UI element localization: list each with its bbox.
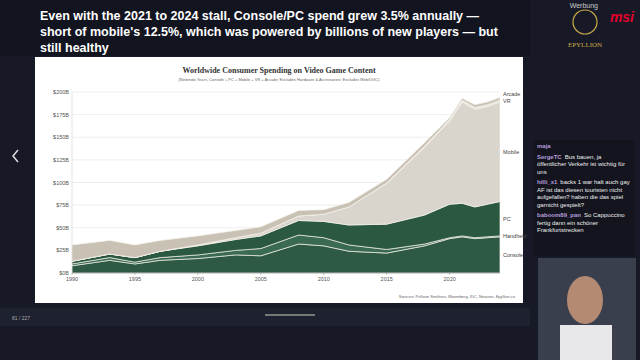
chat-message: baboom89_panSo Cappuccino fertig dann ei…: [537, 212, 631, 235]
headline-line: still healthy: [40, 41, 109, 55]
y-tick-label: $50B: [56, 225, 69, 231]
y-tick-label: $150B: [53, 134, 69, 140]
x-tick-label: 1995: [129, 276, 141, 282]
x-tick-label: 2005: [255, 276, 267, 282]
series-label: VR: [503, 98, 511, 104]
headline-line: short of mobile's 12.5%, which was power…: [40, 25, 501, 39]
y-tick-label: $25B: [56, 247, 69, 253]
x-tick-label: 2020: [444, 276, 456, 282]
area: [72, 102, 500, 261]
area: [72, 100, 500, 261]
chart-subtitle: (Nintendo Years, Console + PC + Mobile +…: [178, 77, 380, 82]
webcam-shirt: [560, 325, 612, 360]
area: [72, 97, 500, 261]
background: [0, 0, 640, 360]
y-axis: [72, 92, 73, 273]
y-tick-label: $75B: [56, 202, 69, 208]
series-label: Console: [503, 252, 523, 258]
headline-band: [0, 0, 530, 56]
grid-line: [72, 114, 500, 115]
logo-text: EPYLLION: [568, 41, 602, 49]
slide-counter: 81 / 227: [12, 315, 30, 321]
chat-user: SergeTC: [537, 154, 562, 160]
y-tick-label: $100B: [53, 180, 69, 186]
slide-bar: [0, 308, 530, 326]
chat: maja SergeTCBus bauen, ja öffentlicher Ve…: [533, 140, 635, 256]
x-tick-label: 1990: [66, 276, 78, 282]
webcam: [538, 258, 636, 360]
prev-arrow[interactable]: [13, 150, 18, 162]
y-tick-label: $175B: [53, 112, 69, 118]
ad-label: Werbung: [570, 2, 598, 10]
headline-line: Even with the 2021 to 2024 stall, Consol…: [40, 9, 483, 23]
page: Even with the 2021 to 2024 stall, Consol…: [0, 0, 640, 360]
series-label: Handheld: [503, 233, 527, 239]
y-tick-label: $200B: [53, 89, 69, 95]
chat-message: hilli_x1backs 1 war halt auch gay AF ist…: [537, 179, 631, 209]
chat-user: baboom89_pan: [537, 212, 581, 218]
webcam-face: [567, 276, 603, 324]
y-tick-label: $125B: [53, 157, 69, 163]
progress: [265, 314, 315, 316]
chat-message: maja: [537, 143, 631, 151]
ad-brand: msi: [610, 9, 635, 25]
chat-message: SergeTCBus bauen, ja öffentlicher Verkeh…: [537, 154, 631, 177]
grid-line: [72, 92, 500, 93]
logo-emblem: [573, 10, 597, 34]
source: Sources: Pelham Smithers, Bloomberg, IDC…: [399, 294, 516, 299]
chart-panel: [35, 57, 523, 303]
chat-user: maja: [537, 143, 551, 149]
x-tick-label: 2000: [192, 276, 204, 282]
plot-area: [72, 97, 500, 273]
chat-user: hilli_x1: [537, 179, 557, 185]
series-label: PC: [503, 216, 511, 222]
x-axis: [72, 273, 500, 274]
x-tick-label: 2010: [318, 276, 330, 282]
series-label: Arcade: [503, 91, 520, 97]
series-label: Mobile: [503, 149, 519, 155]
headline: Even with the 2021 to 2024 stall, Consol…: [40, 9, 501, 55]
chart-title: Worldwide Consumer Spending on Video Gam…: [182, 66, 376, 75]
x-tick-label: 2015: [381, 276, 393, 282]
